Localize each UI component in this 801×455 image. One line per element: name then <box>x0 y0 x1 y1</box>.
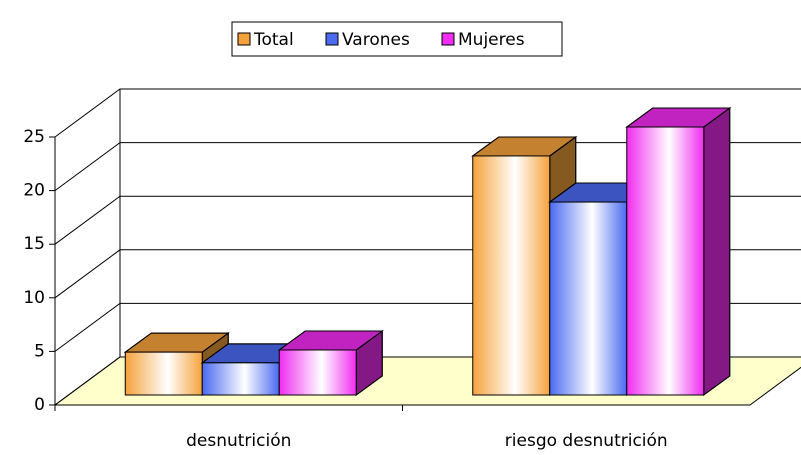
grid-line <box>54 88 801 138</box>
legend-frame <box>231 21 563 57</box>
grid-line <box>54 142 801 192</box>
legend-label: Total <box>253 30 294 50</box>
legend-label: Varones <box>342 30 410 50</box>
legend-label: Mujeres <box>458 30 525 50</box>
x-tick-label: riesgo desnutrición <box>505 431 668 451</box>
y-tick-label: 25 <box>23 127 45 147</box>
bar <box>472 155 551 396</box>
bar <box>124 351 203 396</box>
x-tick-label: desnutrición <box>186 431 291 451</box>
bar <box>549 201 628 396</box>
y-tick-label: 10 <box>23 288 45 308</box>
y-tick-label: 20 <box>23 181 45 201</box>
bar <box>626 126 705 396</box>
bar <box>278 349 357 396</box>
bar-side-shade <box>703 107 731 396</box>
y-tick-label: 0 <box>34 395 45 415</box>
legend-swatch <box>237 32 251 46</box>
bar <box>201 362 280 396</box>
y-tick-label: 15 <box>23 234 45 254</box>
y-tick-label: 5 <box>34 341 45 361</box>
legend-swatch <box>325 32 339 46</box>
legend-swatch <box>441 32 455 46</box>
